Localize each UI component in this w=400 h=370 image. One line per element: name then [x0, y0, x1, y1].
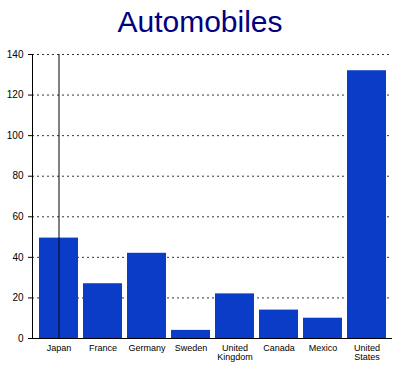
svg-text:Germany: Germany [128, 343, 166, 353]
svg-text:Mexico: Mexico [309, 343, 338, 353]
svg-text:Canada: Canada [263, 343, 295, 353]
svg-text:UnitedKingdom: UnitedKingdom [217, 343, 253, 362]
svg-text:140: 140 [7, 49, 24, 60]
svg-text:0: 0 [18, 333, 24, 344]
svg-text:UnitedStates: UnitedStates [354, 343, 380, 362]
html-text:Automobiles: Automobiles [117, 5, 283, 38]
svg-text:Japan: Japan [47, 343, 72, 353]
svg-text:40: 40 [12, 252, 24, 263]
svg-text:100: 100 [7, 130, 24, 141]
svg-text:Sweden: Sweden [175, 343, 208, 353]
svg-text:60: 60 [12, 211, 24, 222]
svg-text:20: 20 [12, 292, 24, 303]
svg-text:France: France [89, 343, 117, 353]
svg-text:120: 120 [7, 89, 24, 100]
svg-text:80: 80 [12, 170, 24, 181]
